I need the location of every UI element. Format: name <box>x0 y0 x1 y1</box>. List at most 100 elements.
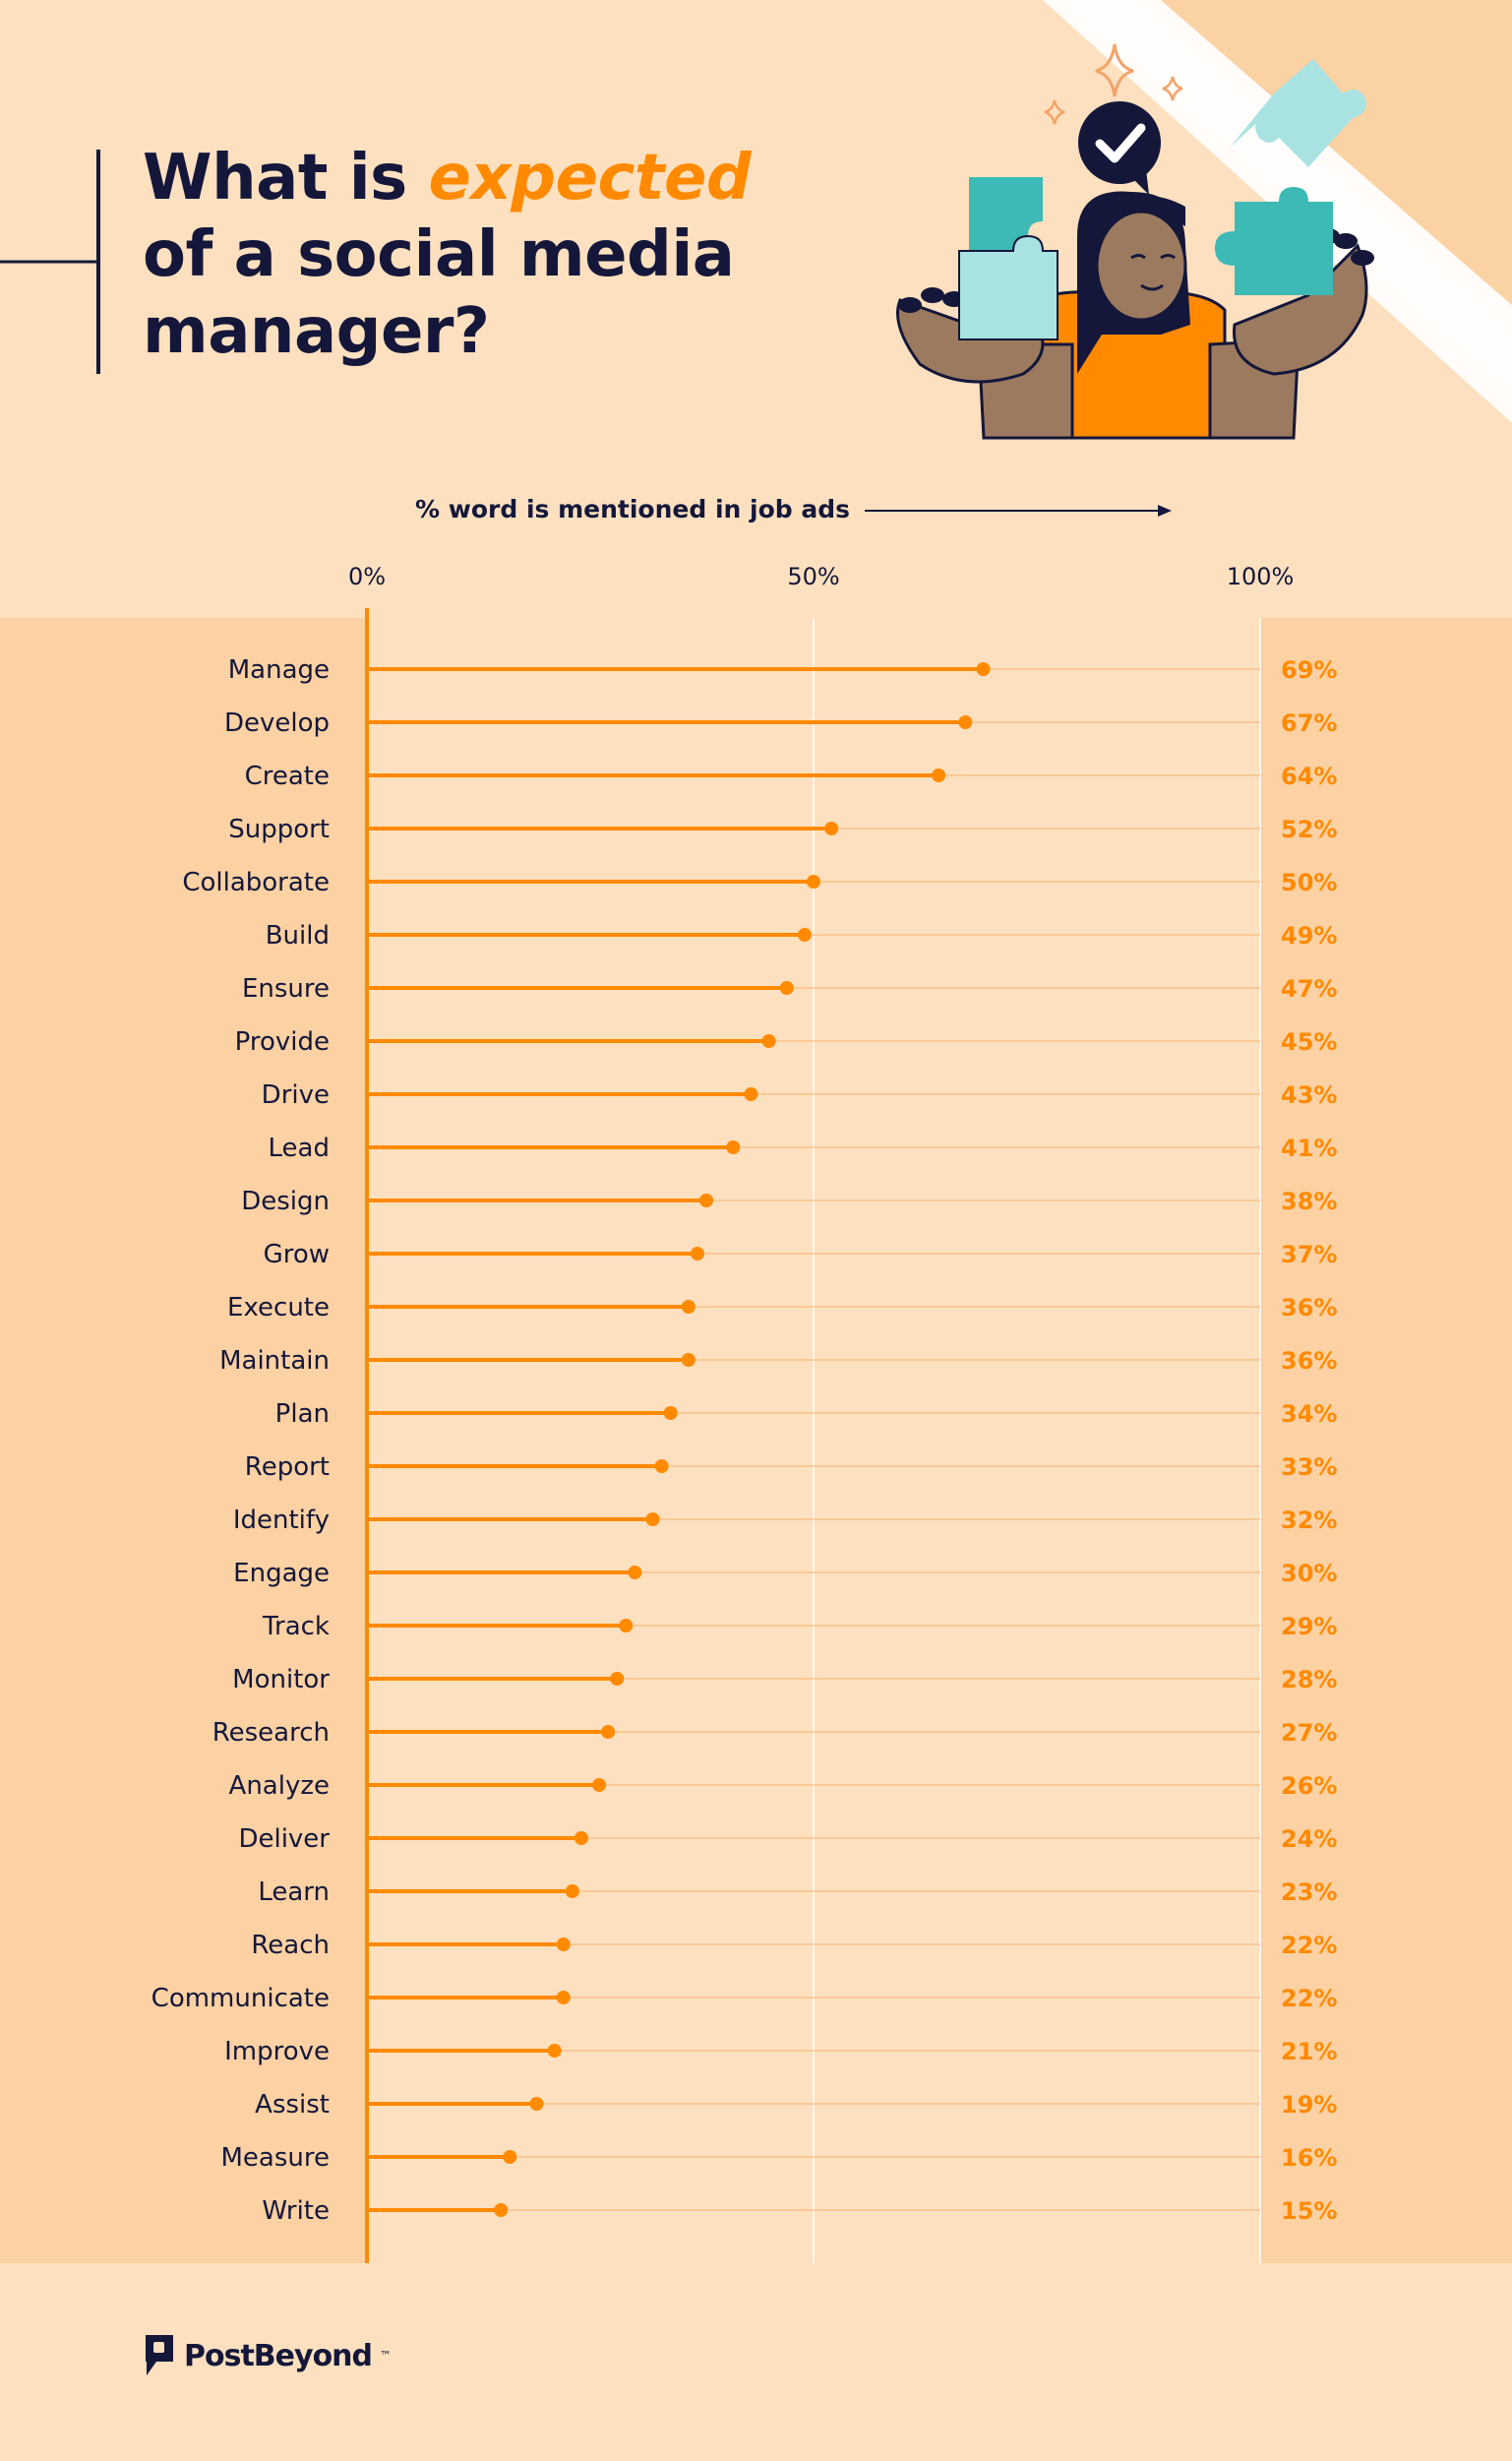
category-label: Analyze <box>229 1771 330 1801</box>
value-label: 29% <box>1281 1613 1337 1640</box>
value-label: 69% <box>1281 656 1337 684</box>
sparkle-icon <box>1095 43 1134 97</box>
value-label: 21% <box>1281 2038 1337 2065</box>
postbeyond-logo-icon <box>146 2335 173 2375</box>
category-label: Provide <box>235 1027 330 1057</box>
person-face <box>1095 210 1187 322</box>
title-part1: What is <box>143 142 429 215</box>
category-label: Collaborate <box>182 868 330 897</box>
value-label: 43% <box>1281 1081 1337 1109</box>
value-label: 33% <box>1281 1453 1337 1481</box>
left-hand <box>896 298 1045 384</box>
value-label: 28% <box>1281 1666 1337 1693</box>
lollipop-dot <box>681 1300 696 1314</box>
lollipop-dot <box>628 1566 642 1579</box>
logo-trademark: ™ <box>380 2349 392 2363</box>
category-label: Manage <box>228 655 330 685</box>
axis-caption-text: % word is mentioned in job ads <box>415 495 851 523</box>
value-label: 16% <box>1281 2144 1337 2172</box>
value-label: 49% <box>1281 922 1337 950</box>
value-label: 47% <box>1281 975 1337 1003</box>
category-label: Plan <box>275 1399 330 1429</box>
category-label: Execute <box>227 1293 330 1323</box>
value-label: 36% <box>1281 1347 1337 1375</box>
title-line-3: manager? <box>143 295 490 368</box>
category-label: Research <box>212 1718 330 1748</box>
value-label: 41% <box>1281 1135 1337 1162</box>
lollipop-dot <box>574 1831 588 1845</box>
lollipop-dot <box>494 2203 509 2217</box>
lollipop-chart: Manage 69% Develop 67% Create 64% Support 52% Co… <box>151 608 1337 2263</box>
category-label: Grow <box>264 1240 330 1269</box>
category-label: Maintain <box>219 1346 330 1376</box>
axis-caption: % word is mentioned in job ads <box>415 495 1179 523</box>
lollipop-dot <box>556 1938 571 1951</box>
category-label: Reach <box>251 1931 330 1960</box>
lollipop-dot <box>565 1884 579 1898</box>
category-label: Improve <box>224 2037 330 2066</box>
category-label: Write <box>262 2196 330 2226</box>
lollipop-dot <box>529 2097 544 2111</box>
value-label: 32% <box>1281 1507 1337 1534</box>
lollipop-dot <box>556 1991 571 2004</box>
tick-label-0: 0% <box>347 563 387 590</box>
lollipop-dot <box>824 822 839 835</box>
lollipop-dot <box>645 1512 660 1526</box>
category-label: Measure <box>221 2143 331 2173</box>
logo-text: PostBeyond <box>184 2338 373 2373</box>
tick-label-100: 100% <box>1226 563 1295 590</box>
category-label: Track <box>262 1612 330 1641</box>
category-label: Create <box>245 762 330 791</box>
title-accent: expected <box>428 142 752 215</box>
lollipop-dot <box>601 1725 616 1739</box>
lollipop-dot <box>779 981 794 995</box>
category-label: Ensure <box>242 974 330 1004</box>
lollipop-dot <box>663 1406 678 1420</box>
category-label: Lead <box>269 1134 330 1163</box>
lollipop-dot <box>958 715 973 729</box>
category-label: Develop <box>224 708 330 738</box>
lollipop-dot <box>547 2044 562 2058</box>
sparkle-icon <box>1162 76 1183 101</box>
category-label: Build <box>266 921 330 951</box>
category-label: Monitor <box>232 1665 330 1694</box>
value-label: 45% <box>1281 1028 1337 1056</box>
value-label: 34% <box>1281 1400 1337 1428</box>
category-label: Deliver <box>238 1824 330 1854</box>
category-label: Report <box>245 1452 330 1482</box>
sparkle-icon <box>1044 99 1065 125</box>
value-label: 38% <box>1281 1188 1337 1215</box>
category-label: Support <box>228 815 330 844</box>
value-label: 67% <box>1281 709 1337 737</box>
value-label: 19% <box>1281 2091 1337 2119</box>
category-label: Engage <box>233 1559 330 1588</box>
lollipop-dot <box>797 928 812 942</box>
lollipop-dot <box>654 1459 669 1473</box>
value-label: 22% <box>1281 1932 1337 1959</box>
page-title: What is expected of a social media manag… <box>143 140 752 370</box>
arrow-right-icon <box>864 505 1172 517</box>
lollipop-dot <box>681 1353 696 1367</box>
title-line-2: of a social media <box>143 218 735 291</box>
check-bubble-icon <box>1078 101 1161 184</box>
lollipop-dot <box>976 662 991 676</box>
puzzle-piece-icon <box>1215 187 1333 295</box>
category-label: Learn <box>258 1877 330 1907</box>
lollipop-dot <box>503 2150 517 2164</box>
illustration <box>896 43 1374 440</box>
lollipop-dot <box>932 769 946 782</box>
value-label: 26% <box>1281 1772 1337 1800</box>
value-label: 64% <box>1281 763 1337 790</box>
postbeyond-logo: PostBeyond ™ <box>143 2332 392 2379</box>
value-label: 24% <box>1281 1825 1337 1853</box>
lollipop-dot <box>690 1247 704 1261</box>
value-label: 37% <box>1281 1241 1337 1268</box>
lollipop-dot <box>761 1034 776 1048</box>
lollipop-dot <box>726 1140 741 1154</box>
value-label: 27% <box>1281 1719 1337 1747</box>
puzzle-piece-icon <box>1230 59 1366 167</box>
title-line-1: What is expected <box>143 140 752 216</box>
category-label: Communicate <box>151 1984 330 2013</box>
value-label: 52% <box>1281 816 1337 843</box>
